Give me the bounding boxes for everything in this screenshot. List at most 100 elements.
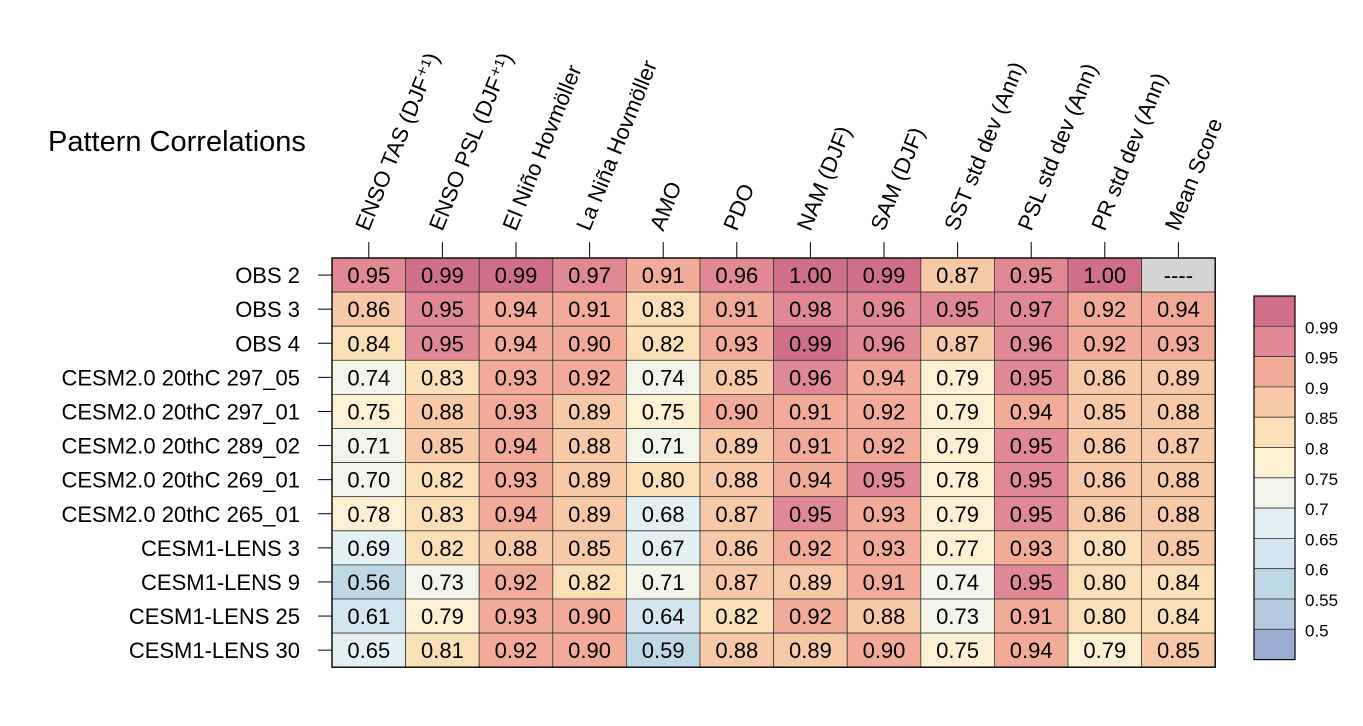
cell-value-label: 0.74 [347,365,390,390]
heatmap-cell [552,530,627,566]
row-label: OBS 3 [235,297,300,322]
cell-value-label: 0.95 [1010,468,1053,493]
heatmap-cell [1067,393,1142,429]
cell-value-label: 0.92 [495,570,538,595]
cell-value-label: 0.92 [863,434,906,459]
heatmap-cell [331,257,406,293]
row-label: CESM2.0 20thC 297_05 [62,365,301,390]
colorbar-segment [1253,356,1296,388]
colorbar-label: 0.9 [1305,379,1329,398]
colorbar-segment [1253,568,1296,600]
heatmap-cell [1141,359,1216,395]
cell-value-label: 0.90 [568,604,611,629]
heatmap-cell [920,359,995,395]
heatmap-cell [699,325,774,361]
cell-value-label: 0.95 [863,468,906,493]
chart-title: Pattern Correlations [48,126,306,158]
cell-value-label: 0.88 [1157,399,1200,424]
cell-value-label: 0.97 [1010,297,1053,322]
heatmap-cell [405,359,480,395]
heatmap-cell [626,291,701,327]
cell-value-label: 0.83 [421,502,464,527]
column-label: La Niña Hovmöller [571,57,662,234]
cell-value-label: 0.92 [495,638,538,663]
column-label: AMO [645,178,687,234]
heatmap-cell [1141,291,1216,327]
colorbar-label: 0.8 [1305,440,1329,459]
cell-value-label: 0.79 [936,365,979,390]
cell-value-label: 0.79 [936,434,979,459]
row-label: CESM1-LENS 9 [141,570,300,595]
heatmap-cell [920,462,995,498]
cell-value-label: 0.83 [421,365,464,390]
cell-value-label: 0.86 [347,297,390,322]
cell-value-label: 0.88 [495,536,538,561]
cell-value-label: 0.95 [1010,365,1053,390]
cell-value-label: 0.94 [1010,399,1053,424]
heatmap-cell [552,462,627,498]
cell-value-label: 0.89 [715,434,758,459]
heatmap-cell [920,257,995,293]
cell-value-label: 0.93 [863,536,906,561]
cell-value-label: 0.89 [789,570,832,595]
row-label: OBS 2 [235,263,300,288]
colorbar-segment [1253,598,1296,630]
cell-value-label: 0.90 [715,399,758,424]
cell-value-label: 0.92 [789,604,832,629]
heatmap-cell [1141,598,1216,634]
cell-value-label: 0.90 [568,331,611,356]
cell-value-label: 0.95 [1010,263,1053,288]
heatmap-cell [773,325,848,361]
cell-value-label: 0.89 [568,468,611,493]
heatmap-cell [626,462,701,498]
heatmap-cell [846,496,922,532]
cell-value-label: 0.86 [1083,434,1126,459]
cell-value-label: 0.88 [715,468,758,493]
colorbar-label: 0.99 [1305,318,1338,337]
row-label: CESM2.0 20thC 289_02 [62,434,301,459]
cell-value-label: 0.89 [789,638,832,663]
cell-value-label: 0.83 [642,297,685,322]
cell-value-label: 0.75 [642,399,685,424]
heatmap-cell [1067,632,1142,668]
cell-value-label: 0.64 [642,604,685,629]
cell-value-label: 0.91 [789,434,832,459]
cell-value-label: 0.93 [1157,331,1200,356]
cell-value-label: 0.75 [936,638,979,663]
cell-value-label: 0.94 [495,331,538,356]
cell-value-label: 0.93 [715,331,758,356]
heatmap-cell [478,291,554,327]
cell-value-label: 0.98 [789,297,832,322]
heatmap-cell [478,496,554,532]
heatmap-cell [846,359,922,395]
cell-value-label: 0.80 [1083,536,1126,561]
heatmap-cell [405,598,480,634]
cell-value-label: 0.91 [1010,604,1053,629]
cell-value-label: 0.90 [863,638,906,663]
heatmap-cell [846,462,922,498]
heatmap-cell [1067,359,1142,395]
column-label: PSL std dev (Ann) [1013,60,1103,234]
cell-value-label: 0.92 [789,536,832,561]
cell-value-label: 0.73 [936,604,979,629]
heatmap-cell [1141,632,1216,668]
heatmap-cell [331,632,406,668]
cell-value-label: 0.96 [863,297,906,322]
heatmap-frame [331,257,1216,668]
cell-value-label: 0.82 [421,468,464,493]
cell-value-label: 0.80 [1083,570,1126,595]
heatmap-cell [478,393,554,429]
heatmap-cell [699,564,774,600]
row-label: OBS 4 [235,331,300,356]
cell-value-label: 0.93 [1010,536,1053,561]
heatmap-cell [626,325,701,361]
cell-value-label: 0.86 [1083,502,1126,527]
cell-value-label: 0.71 [642,434,685,459]
column-label: Mean Score [1160,115,1228,234]
heatmap-cell [1067,325,1142,361]
cell-value-label: 0.68 [642,502,685,527]
colorbar-label: 0.95 [1305,349,1338,368]
heatmap-cell [552,632,627,668]
cell-value-label: 0.61 [347,604,390,629]
cell-value-label: 0.92 [568,365,611,390]
